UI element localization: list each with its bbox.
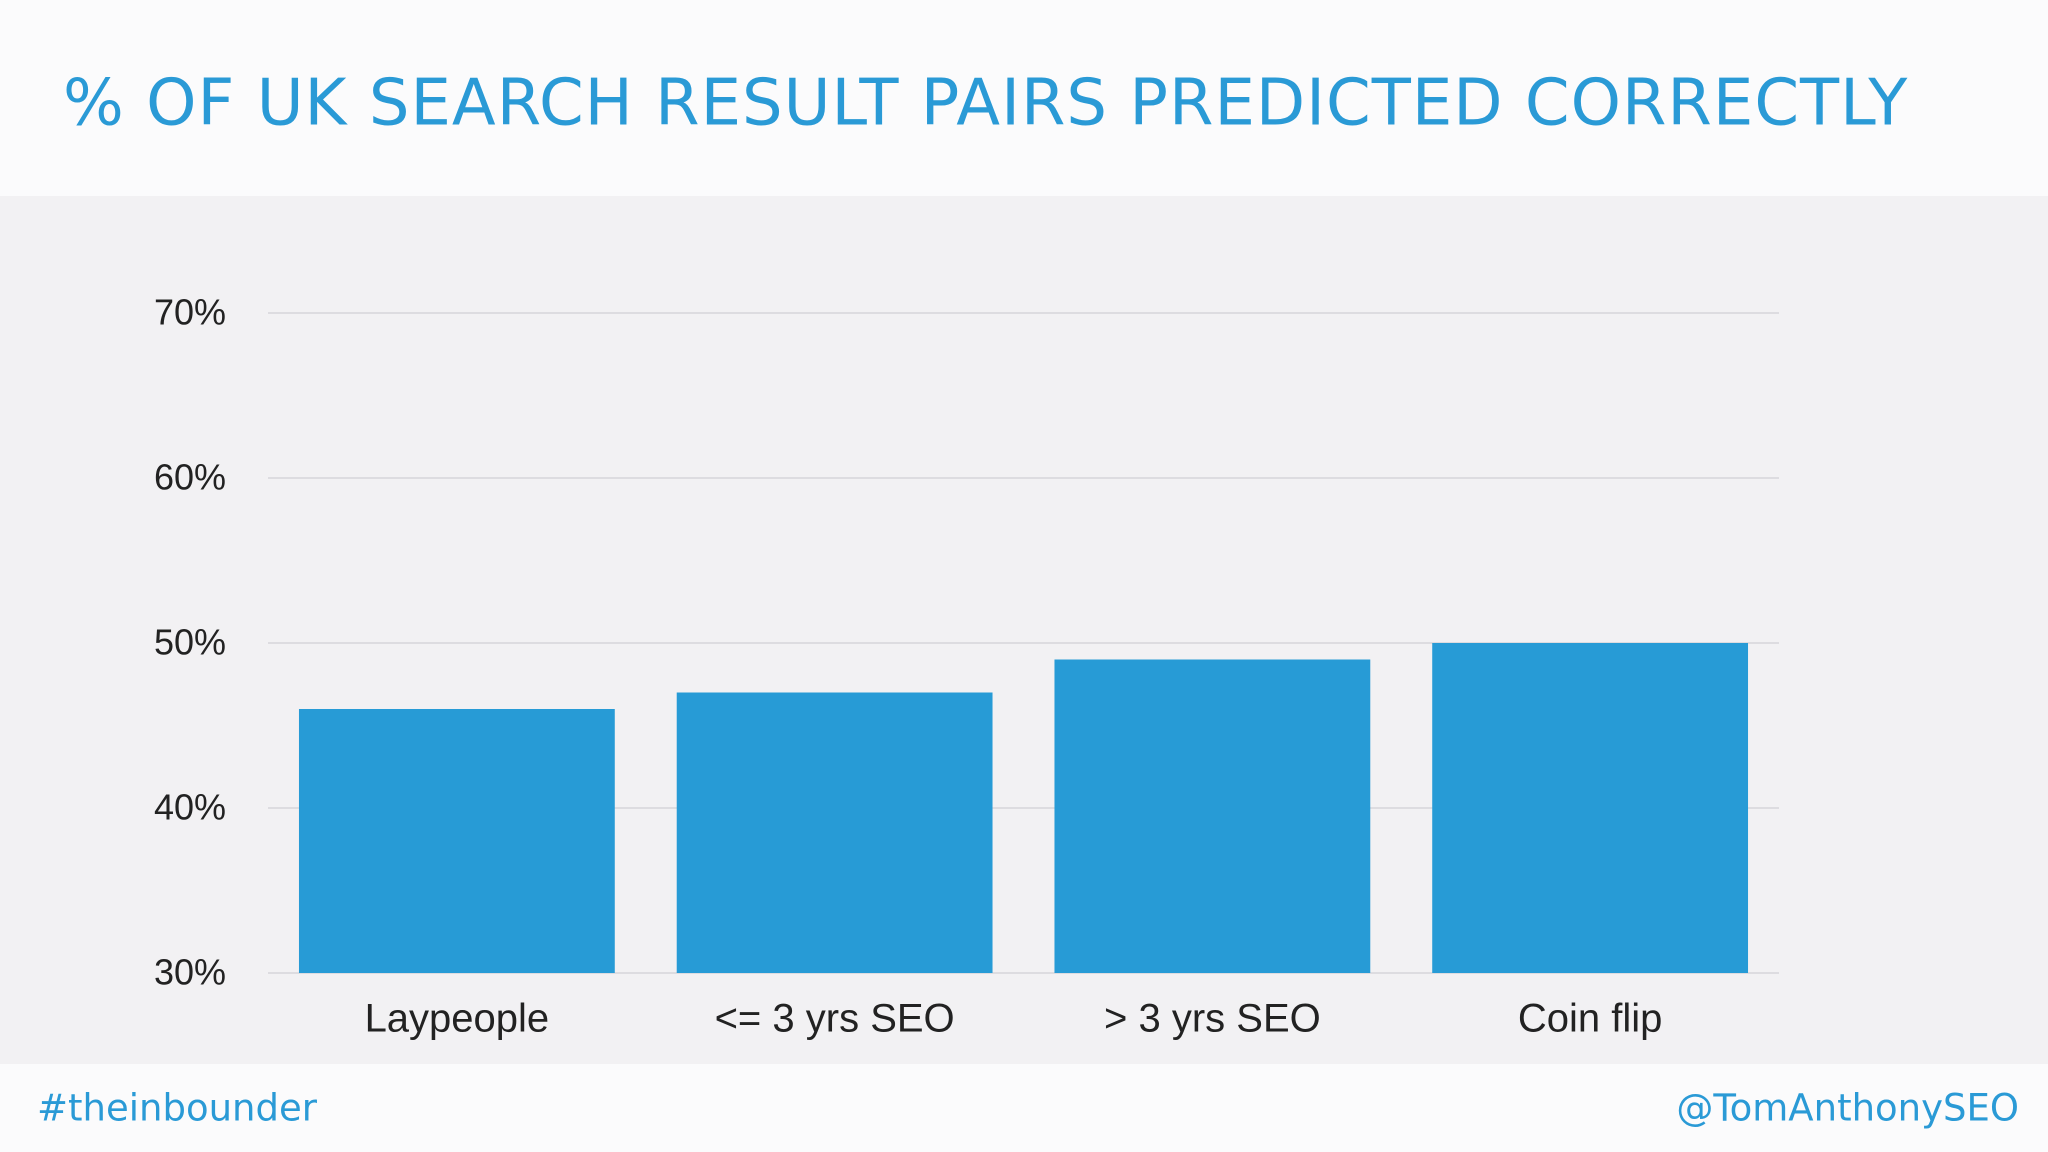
y-tick-label: 70% [154, 292, 226, 333]
y-tick-label: 60% [154, 457, 226, 498]
y-tick-label: 50% [154, 622, 226, 663]
x-tick-label: <= 3 yrs SEO [715, 997, 955, 1041]
chart-title: % OF UK SEARCH RESULT PAIRS PREDICTED CO… [63, 67, 1908, 141]
bar [1432, 643, 1749, 973]
y-tick-label: 40% [154, 787, 226, 828]
footer-handle: @TomAnthonySEO [1676, 1087, 2019, 1130]
y-tick-label: 30% [154, 952, 226, 993]
bar [1054, 659, 1371, 973]
footer-hashtag: #theinbounder [37, 1087, 318, 1130]
bar [298, 709, 615, 973]
x-tick-label: Laypeople [365, 997, 550, 1041]
x-tick-label: > 3 yrs SEO [1104, 997, 1321, 1041]
plot: 30% 40% 50% 60% 70% Laypeople <= 3 yrs SEO > 3 … [154, 292, 1779, 1041]
bar [676, 692, 993, 973]
x-tick-label: Coin flip [1518, 997, 1663, 1041]
